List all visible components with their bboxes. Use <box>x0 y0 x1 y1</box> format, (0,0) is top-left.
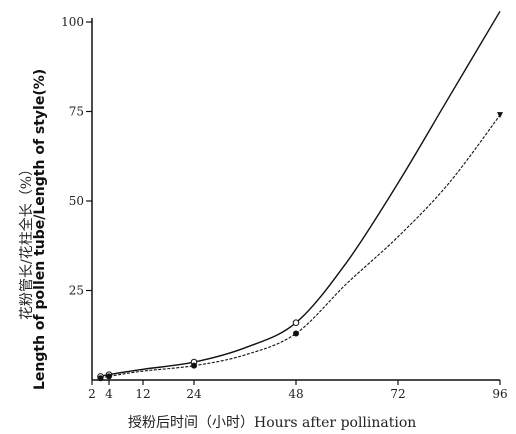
y-tick-label: 100 <box>61 15 84 29</box>
x-tick-label: 96 <box>492 387 507 401</box>
series-2-line <box>100 114 501 379</box>
y-tick-label: 50 <box>69 194 84 208</box>
x-axis-title: 授粉后时间（小时）Hours after pollination <box>128 415 417 431</box>
series-lines <box>100 10 501 379</box>
x-tick-label: 4 <box>105 387 113 401</box>
y-ticks: 25 50 75 100 <box>61 15 92 298</box>
series-2-end-marker <box>497 112 503 119</box>
x-tick-label: 72 <box>390 387 405 401</box>
series-1-point <box>292 319 300 327</box>
series-2-point <box>97 375 104 382</box>
y-axis-title-en: Length of pollen tube/Length of style(%) <box>32 68 48 390</box>
x-tick-label: 12 <box>135 387 150 401</box>
series-markers <box>97 112 503 382</box>
series-2-point <box>191 362 197 369</box>
y-tick-label: 75 <box>69 105 84 119</box>
y-axis-title: 花粉管长/花柱全长（%） Length of pollen tube/Lengt… <box>6 10 76 390</box>
x-tick-label: 48 <box>288 387 303 401</box>
series-2-point <box>293 330 299 337</box>
x-ticks: 2 4 12 24 48 72 96 <box>88 380 508 401</box>
y-tick-label: 25 <box>69 284 84 298</box>
series-2-point <box>106 373 112 380</box>
series-1-line <box>100 10 501 378</box>
x-tick-label: 2 <box>88 387 96 401</box>
x-tick-label: 24 <box>186 387 202 401</box>
